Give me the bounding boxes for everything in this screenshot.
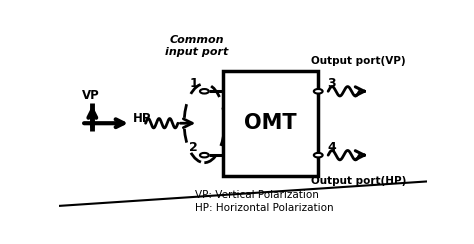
Circle shape	[200, 89, 209, 93]
Bar	[223, 71, 318, 176]
Circle shape	[314, 89, 323, 93]
Text: Output port(HP): Output port(HP)	[311, 176, 406, 186]
Circle shape	[200, 153, 209, 157]
Text: OMT: OMT	[244, 113, 297, 133]
Text: 1: 1	[189, 77, 198, 90]
Text: Output port(VP): Output port(VP)	[311, 56, 406, 66]
Text: 4: 4	[327, 141, 336, 154]
Text: VP: VP	[82, 89, 100, 102]
Circle shape	[314, 153, 323, 157]
Text: 3: 3	[327, 77, 336, 90]
Text: HP: HP	[133, 112, 151, 125]
Text: VP: Vertical Polarization: VP: Vertical Polarization	[195, 190, 319, 200]
Text: HP: Horizontal Polarization: HP: Horizontal Polarization	[195, 203, 334, 213]
Text: Common
input port: Common input port	[165, 35, 228, 57]
Text: 2: 2	[189, 141, 198, 154]
